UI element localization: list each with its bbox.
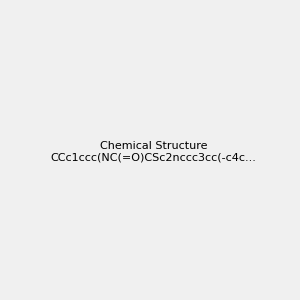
Text: Chemical Structure
CCc1ccc(NC(=O)CSc2nccc3cc(-c4c...: Chemical Structure CCc1ccc(NC(=O)CSc2ncc… <box>51 141 257 162</box>
